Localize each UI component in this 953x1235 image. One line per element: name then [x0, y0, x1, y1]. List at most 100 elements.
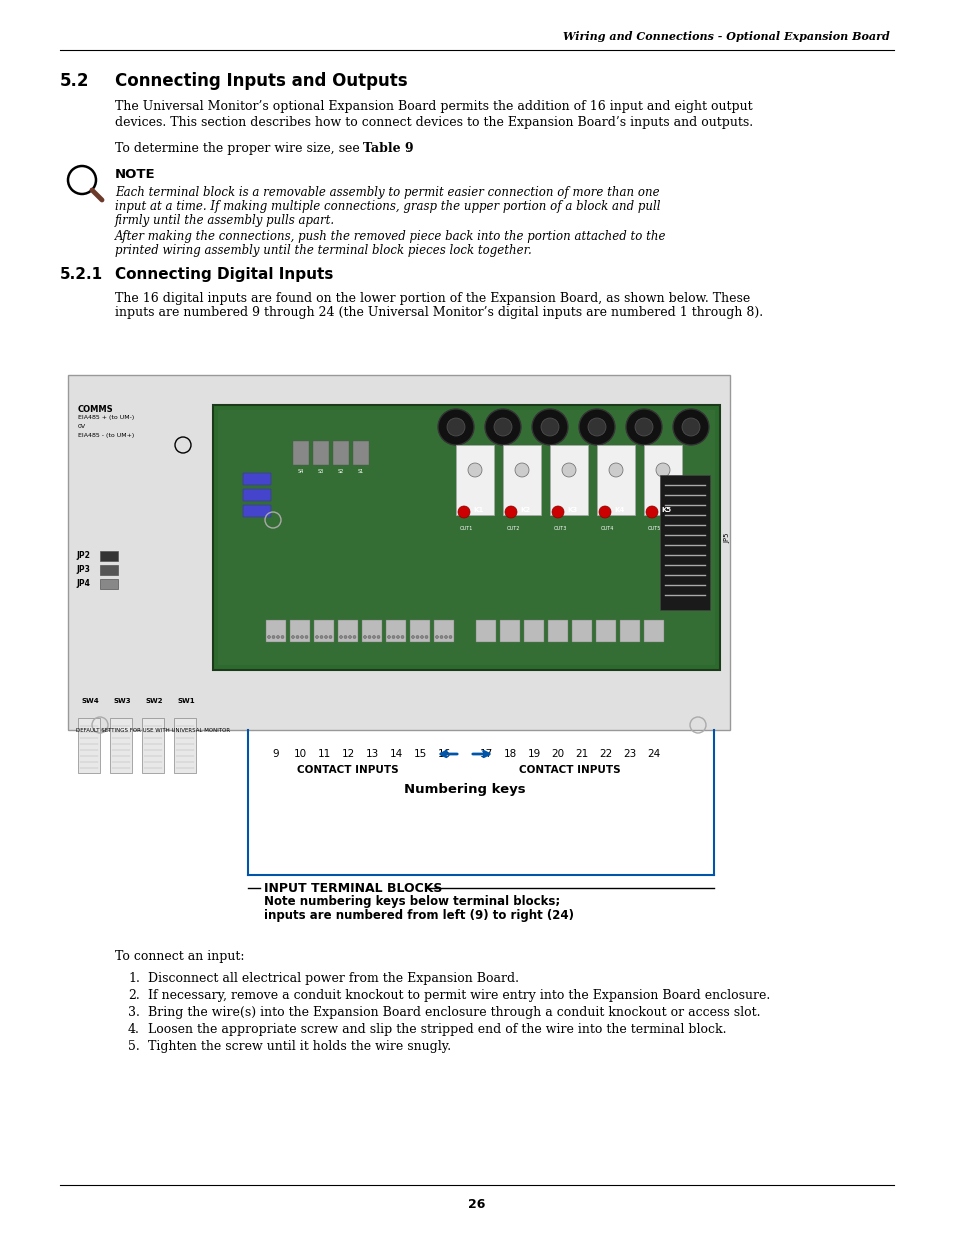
Circle shape [276, 636, 279, 638]
Circle shape [561, 463, 576, 477]
Circle shape [387, 636, 390, 638]
Bar [619, 620, 639, 642]
Circle shape [372, 636, 375, 638]
Text: 24: 24 [647, 748, 659, 760]
Text: 19: 19 [527, 748, 540, 760]
Text: 23: 23 [622, 748, 636, 760]
Text: COMMS: COMMS [78, 405, 113, 414]
Text: JP3: JP3 [76, 566, 90, 574]
Circle shape [376, 636, 379, 638]
Text: Loosen the appropriate screw and slip the stripped end of the wire into the term: Loosen the appropriate screw and slip th… [148, 1023, 726, 1036]
Circle shape [635, 417, 652, 436]
Circle shape [552, 506, 563, 517]
Circle shape [447, 417, 464, 436]
Circle shape [272, 636, 274, 638]
Text: After making the connections, push the removed piece back into the portion attac: After making the connections, push the r… [115, 230, 666, 243]
Bar [100, 564, 118, 576]
Bar [293, 441, 309, 466]
Bar [313, 441, 329, 466]
Bar [523, 620, 543, 642]
Circle shape [300, 636, 303, 638]
Circle shape [484, 409, 520, 445]
Bar [456, 445, 494, 515]
Text: SW2: SW2 [145, 698, 163, 704]
Bar [142, 718, 164, 773]
Bar [243, 489, 271, 501]
Circle shape [468, 463, 481, 477]
Text: K3: K3 [566, 508, 577, 513]
Text: firmly until the assembly pulls apart.: firmly until the assembly pulls apart. [115, 214, 335, 227]
Circle shape [540, 417, 558, 436]
Circle shape [608, 463, 622, 477]
Text: Wiring and Connections - Optional Expansion Board: Wiring and Connections - Optional Expans… [562, 31, 889, 42]
Bar [243, 473, 271, 485]
Text: The Universal Monitor’s optional Expansion Board permits the addition of 16 inpu: The Universal Monitor’s optional Expansi… [115, 100, 752, 112]
Text: Connecting Digital Inputs: Connecting Digital Inputs [115, 267, 333, 282]
Bar [353, 441, 369, 466]
Circle shape [353, 636, 355, 638]
Bar [173, 718, 195, 773]
Bar [243, 505, 271, 517]
Circle shape [439, 636, 442, 638]
Text: 15: 15 [413, 748, 426, 760]
Circle shape [348, 636, 351, 638]
Bar [547, 620, 567, 642]
Circle shape [587, 417, 605, 436]
Bar [290, 620, 310, 642]
Bar [68, 375, 729, 730]
Bar [596, 620, 616, 642]
Text: Note numbering keys below terminal blocks;: Note numbering keys below terminal block… [264, 895, 559, 909]
Circle shape [416, 636, 418, 638]
Text: 17: 17 [478, 748, 492, 760]
Text: 21: 21 [575, 748, 588, 760]
Bar [100, 579, 118, 589]
Bar [213, 405, 720, 671]
Text: S3: S3 [317, 469, 324, 474]
Bar [476, 620, 496, 642]
Text: 4.: 4. [128, 1023, 140, 1036]
Circle shape [681, 417, 700, 436]
Text: EIA485 + (to UM-): EIA485 + (to UM-) [78, 415, 134, 420]
Text: K2: K2 [519, 508, 530, 513]
Text: Bring the wire(s) into the Expansion Board enclosure through a conduit knockout : Bring the wire(s) into the Expansion Boa… [148, 1007, 760, 1019]
Text: 1.: 1. [128, 972, 140, 986]
Bar [643, 620, 663, 642]
Text: 0V: 0V [78, 424, 86, 429]
Text: K1: K1 [473, 508, 483, 513]
Text: 22: 22 [598, 748, 612, 760]
Text: 20: 20 [551, 748, 564, 760]
Circle shape [656, 463, 669, 477]
Circle shape [324, 636, 327, 638]
Text: 11: 11 [317, 748, 331, 760]
Text: 3.: 3. [128, 1007, 140, 1019]
Text: JP2: JP2 [76, 552, 90, 561]
Bar [572, 620, 592, 642]
Text: 5.: 5. [128, 1040, 140, 1053]
Circle shape [363, 636, 366, 638]
Circle shape [532, 409, 567, 445]
Text: .: . [407, 142, 411, 156]
Text: 26: 26 [468, 1198, 485, 1212]
Bar [333, 441, 349, 466]
Text: SW1: SW1 [177, 698, 194, 704]
Circle shape [672, 409, 708, 445]
Circle shape [295, 636, 298, 638]
Circle shape [598, 506, 610, 517]
Text: JP5: JP5 [723, 532, 729, 543]
Text: CONTACT INPUTS: CONTACT INPUTS [518, 764, 620, 776]
Text: The 16 digital inputs are found on the lower portion of the Expansion Board, as : The 16 digital inputs are found on the l… [115, 291, 749, 305]
Text: 5.2: 5.2 [60, 72, 90, 90]
Circle shape [292, 636, 294, 638]
Text: inputs are numbered 9 through 24 (the Universal Monitor’s digital inputs are num: inputs are numbered 9 through 24 (the Un… [115, 306, 762, 319]
Circle shape [578, 409, 615, 445]
Text: printed wiring assembly until the terminal block pieces lock together.: printed wiring assembly until the termin… [115, 245, 531, 257]
Bar [361, 620, 381, 642]
Circle shape [411, 636, 414, 638]
Circle shape [305, 636, 308, 638]
Circle shape [437, 409, 474, 445]
Circle shape [281, 636, 284, 638]
Text: OUT3: OUT3 [554, 526, 567, 531]
Text: 18: 18 [503, 748, 517, 760]
Circle shape [420, 636, 423, 638]
Bar [597, 445, 635, 515]
